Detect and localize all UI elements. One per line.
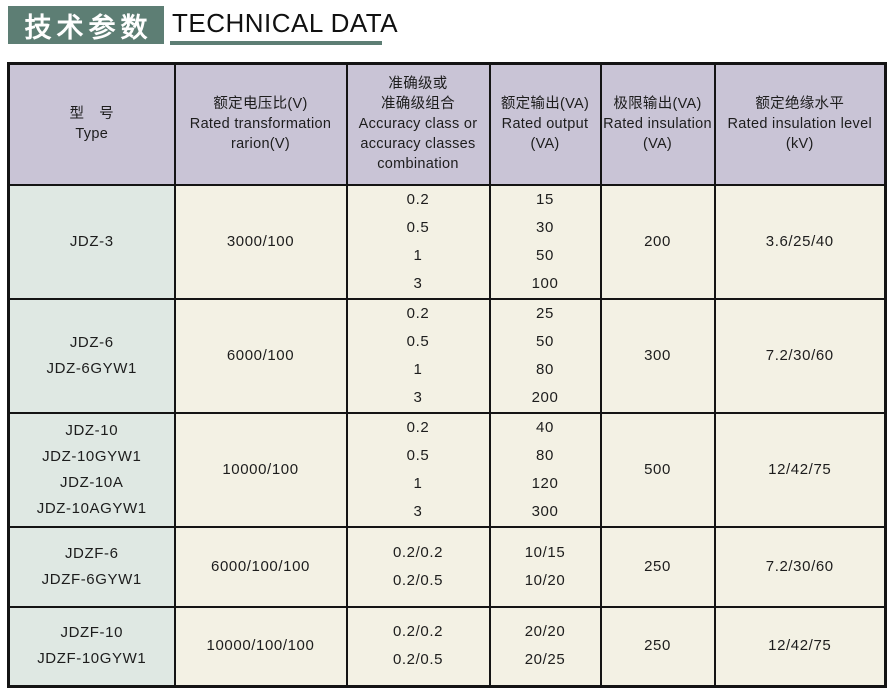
page-header: 技术参数 TECHNICAL DATA [8, 6, 400, 45]
cell-rated-output: 40 80 120 300 [488, 411, 602, 528]
cell-type: JDZ-3 [7, 183, 176, 300]
cell-insulation-level: 12/42/75 [713, 605, 887, 688]
column-header-limit-output: 极限输出(VA) Rated insulation (VA) [599, 62, 716, 186]
technical-data-table: 型 号 Type 额定电压比(V) Rated transformation r… [7, 62, 887, 688]
cell-limit-output: 250 [599, 525, 716, 608]
cell-accuracy-class: 0.2 0.5 1 3 [345, 411, 491, 528]
cell-rated-output: 15 30 50 100 [488, 183, 602, 300]
cell-insulation-level: 3.6/25/40 [713, 183, 887, 300]
cell-rated-ratio: 6000/100 [173, 297, 348, 414]
cell-accuracy-class: 0.2 0.5 1 3 [345, 183, 491, 300]
cell-limit-output: 500 [599, 411, 716, 528]
cell-type: JDZF-10 JDZF-10GYW1 [7, 605, 176, 688]
cell-type: JDZF-6 JDZF-6GYW1 [7, 525, 176, 608]
table-row: JDZF-6 JDZF-6GYW1 6000/100/100 0.2/0.2 0… [7, 525, 887, 608]
cell-rated-ratio: 10000/100 [173, 411, 348, 528]
cell-limit-output: 250 [599, 605, 716, 688]
cell-limit-output: 300 [599, 297, 716, 414]
cell-accuracy-class: 0.2 0.5 1 3 [345, 297, 491, 414]
cell-rated-ratio: 10000/100/100 [173, 605, 348, 688]
column-header-insulation-level: 额定绝缘水平 Rated insulation level (kV) [713, 62, 887, 186]
cell-limit-output: 200 [599, 183, 716, 300]
table-row: JDZ-3 3000/100 0.2 0.5 1 3 15 30 50 100 … [7, 183, 887, 300]
cell-insulation-level: 7.2/30/60 [713, 297, 887, 414]
page-title-zh: 技术参数 [24, 12, 153, 43]
column-header-type: 型 号 Type [7, 62, 176, 186]
cell-rated-output: 20/20 20/25 [488, 605, 602, 688]
table-row: JDZ-6 JDZ-6GYW1 6000/100 0.2 0.5 1 3 25 … [7, 297, 887, 414]
cell-accuracy-class: 0.2/0.2 0.2/0.5 [345, 525, 491, 608]
cell-rated-output: 25 50 80 200 [488, 297, 602, 414]
title-en-wrap: TECHNICAL DATA [170, 6, 400, 45]
cell-rated-ratio: 3000/100 [173, 183, 348, 300]
page-title-en: TECHNICAL DATA [172, 8, 399, 38]
column-header-rated-output: 额定输出(VA) Rated output (VA) [488, 62, 602, 186]
table-row: JDZ-10 JDZ-10GYW1 JDZ-10A JDZ-10AGYW1 10… [7, 411, 887, 528]
cell-insulation-level: 7.2/30/60 [713, 525, 887, 608]
cell-type: JDZ-10 JDZ-10GYW1 JDZ-10A JDZ-10AGYW1 [7, 411, 176, 528]
table-row: JDZF-10 JDZF-10GYW1 10000/100/100 0.2/0.… [7, 605, 887, 688]
table-header-row: 型 号 Type 额定电压比(V) Rated transformation r… [7, 62, 887, 186]
cell-rated-output: 10/15 10/20 [488, 525, 602, 608]
column-header-rated-ratio: 额定电压比(V) Rated transformation rarion(V) [173, 62, 348, 186]
cell-rated-ratio: 6000/100/100 [173, 525, 348, 608]
title-zh-box: 技术参数 [8, 6, 164, 44]
title-underline [170, 41, 382, 45]
column-header-accuracy-class: 准确级或 准确级组合 Accuracy class or accuracy cl… [345, 62, 491, 186]
cell-accuracy-class: 0.2/0.2 0.2/0.5 [345, 605, 491, 688]
cell-insulation-level: 12/42/75 [713, 411, 887, 528]
cell-type: JDZ-6 JDZ-6GYW1 [7, 297, 176, 414]
